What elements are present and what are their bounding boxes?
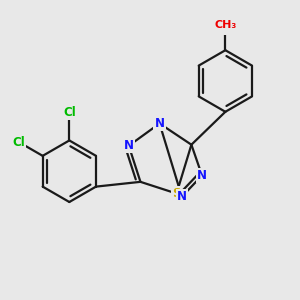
Text: N: N [154, 117, 165, 130]
Text: CH₃: CH₃ [214, 20, 236, 30]
Text: N: N [197, 169, 207, 182]
Text: O: O [220, 21, 230, 34]
Text: N: N [124, 139, 134, 152]
Text: S: S [172, 187, 181, 200]
Text: Cl: Cl [12, 136, 25, 148]
Text: Cl: Cl [63, 106, 76, 119]
Text: N: N [177, 190, 187, 203]
